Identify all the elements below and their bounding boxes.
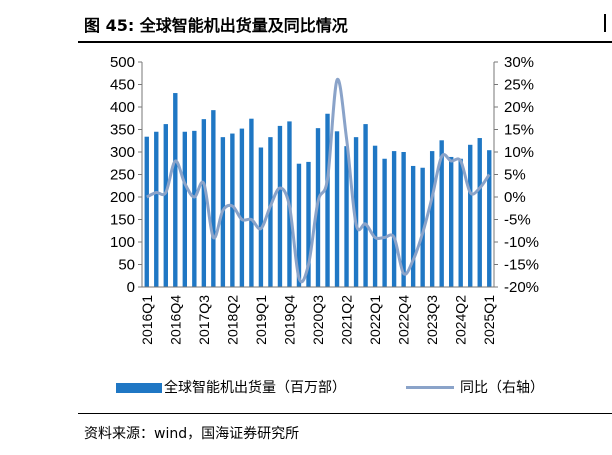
legend-label-line: 同比（右轴）: [460, 380, 544, 396]
bar-2020Q4: [325, 113, 330, 287]
bar-2023Q2: [420, 167, 425, 287]
title-rule: [78, 41, 612, 43]
y-right-tick-label: 20%: [504, 99, 534, 116]
y-left-tick-label: 500: [110, 54, 135, 71]
bar-2020Q1: [296, 163, 302, 287]
x-tick-label: 2021Q2: [339, 295, 355, 345]
legend-label-bars: 全球智能机出货量（百万部）: [164, 380, 346, 396]
bar-2017Q4: [211, 110, 216, 288]
yoy-series-line: [146, 77, 491, 284]
figure-header: 图 45: 全球智能机出货量及同比情况: [0, 0, 612, 44]
figure-title: 图 45: 全球智能机出货量及同比情况: [84, 16, 348, 35]
bar-2016Q1: [144, 136, 149, 287]
bar-2017Q3: [201, 119, 207, 288]
bar-2021Q4: [363, 124, 368, 287]
y-left-tick-label: 0: [127, 279, 135, 296]
y-left-tick-label: 250: [110, 167, 135, 184]
bar-2018Q2: [230, 133, 235, 287]
x-tick-label: 2023Q3: [424, 295, 440, 345]
x-tick-label: 2016Q1: [139, 295, 155, 345]
y-right-tick-label: 15%: [504, 122, 534, 139]
bar-2022Q2: [382, 158, 387, 287]
x-tick-label: 2019Q1: [253, 295, 269, 345]
bar-2016Q4: [173, 93, 178, 287]
legend-swatch-bars: [116, 383, 162, 393]
y-left-tick-label: 450: [110, 77, 135, 94]
bar-2023Q3: [429, 151, 435, 287]
bar-2023Q1: [410, 165, 416, 287]
bar-2024Q1: [449, 156, 454, 287]
x-tick-label: 2018Q2: [224, 295, 240, 345]
x-tick-label: 2020Q3: [310, 295, 326, 345]
y-left-tick-label: 200: [110, 189, 135, 206]
bar-2017Q1: [182, 131, 187, 287]
bar-2024Q3: [468, 144, 473, 287]
y-right-tick-label: 0%: [504, 189, 526, 206]
bar-2021Q2: [344, 146, 349, 287]
bar-2024Q4: [477, 138, 482, 287]
bar-2018Q3: [239, 128, 245, 287]
source-note: 资料来源：wind，国海证券研究所: [84, 426, 300, 442]
bar-2022Q3: [391, 151, 397, 287]
x-tick-label: 2017Q3: [196, 295, 212, 345]
bar-2025Q1: [487, 150, 492, 287]
x-tick-label: 2019Q4: [281, 295, 297, 345]
x-tick-label: 2016Q4: [167, 295, 183, 345]
y-left-tick-label: 350: [110, 122, 135, 139]
bar-2020Q2: [306, 161, 311, 287]
x-tick-label: 2024Q2: [453, 295, 469, 345]
y-left-tick-label: 150: [110, 212, 135, 229]
bar-2022Q1: [372, 145, 378, 287]
y-right-tick-label: 30%: [504, 54, 534, 71]
source-rule: [78, 413, 612, 414]
bar-2019Q3: [277, 125, 283, 288]
y-left-tick-label: 300: [110, 144, 135, 161]
bar-2021Q3: [353, 137, 359, 287]
bar-2018Q4: [249, 118, 254, 287]
legend-swatch-line: [406, 386, 454, 389]
bar-2021Q1: [334, 131, 340, 287]
y-right-tick-label: -15%: [504, 257, 539, 274]
bar-2019Q1: [258, 147, 264, 287]
x-tick-label: 2022Q4: [396, 295, 412, 345]
y-right-tick-label: -20%: [504, 279, 539, 296]
bar-2022Q4: [401, 152, 406, 287]
adjacent-panel-edge: [604, 14, 606, 32]
y-right-tick-label: 25%: [504, 77, 534, 94]
y-right-tick-label: -5%: [504, 212, 531, 229]
x-tick-label: 2025Q1: [481, 295, 497, 345]
bar-2024Q2: [458, 158, 463, 287]
y-right-tick-label: 10%: [504, 144, 534, 161]
bar-2016Q3: [163, 124, 168, 287]
bar-2016Q2: [154, 131, 159, 287]
chart: 0 50 100 150 200 250 300 350 400 450 500 -20% -15% -1…: [110, 54, 539, 345]
y-right-tick-label: -10%: [504, 234, 539, 251]
y-left-tick-label: 100: [110, 234, 135, 251]
y-left-tick-label: 50: [118, 257, 135, 274]
y-right-tick-label: 5%: [504, 167, 526, 184]
bar-2023Q4: [439, 140, 444, 287]
y-left-tick-label: 400: [110, 99, 135, 116]
x-tick-label: 2022Q1: [367, 295, 383, 345]
bar-2017Q2: [192, 130, 197, 287]
bar-2019Q2: [268, 137, 273, 287]
